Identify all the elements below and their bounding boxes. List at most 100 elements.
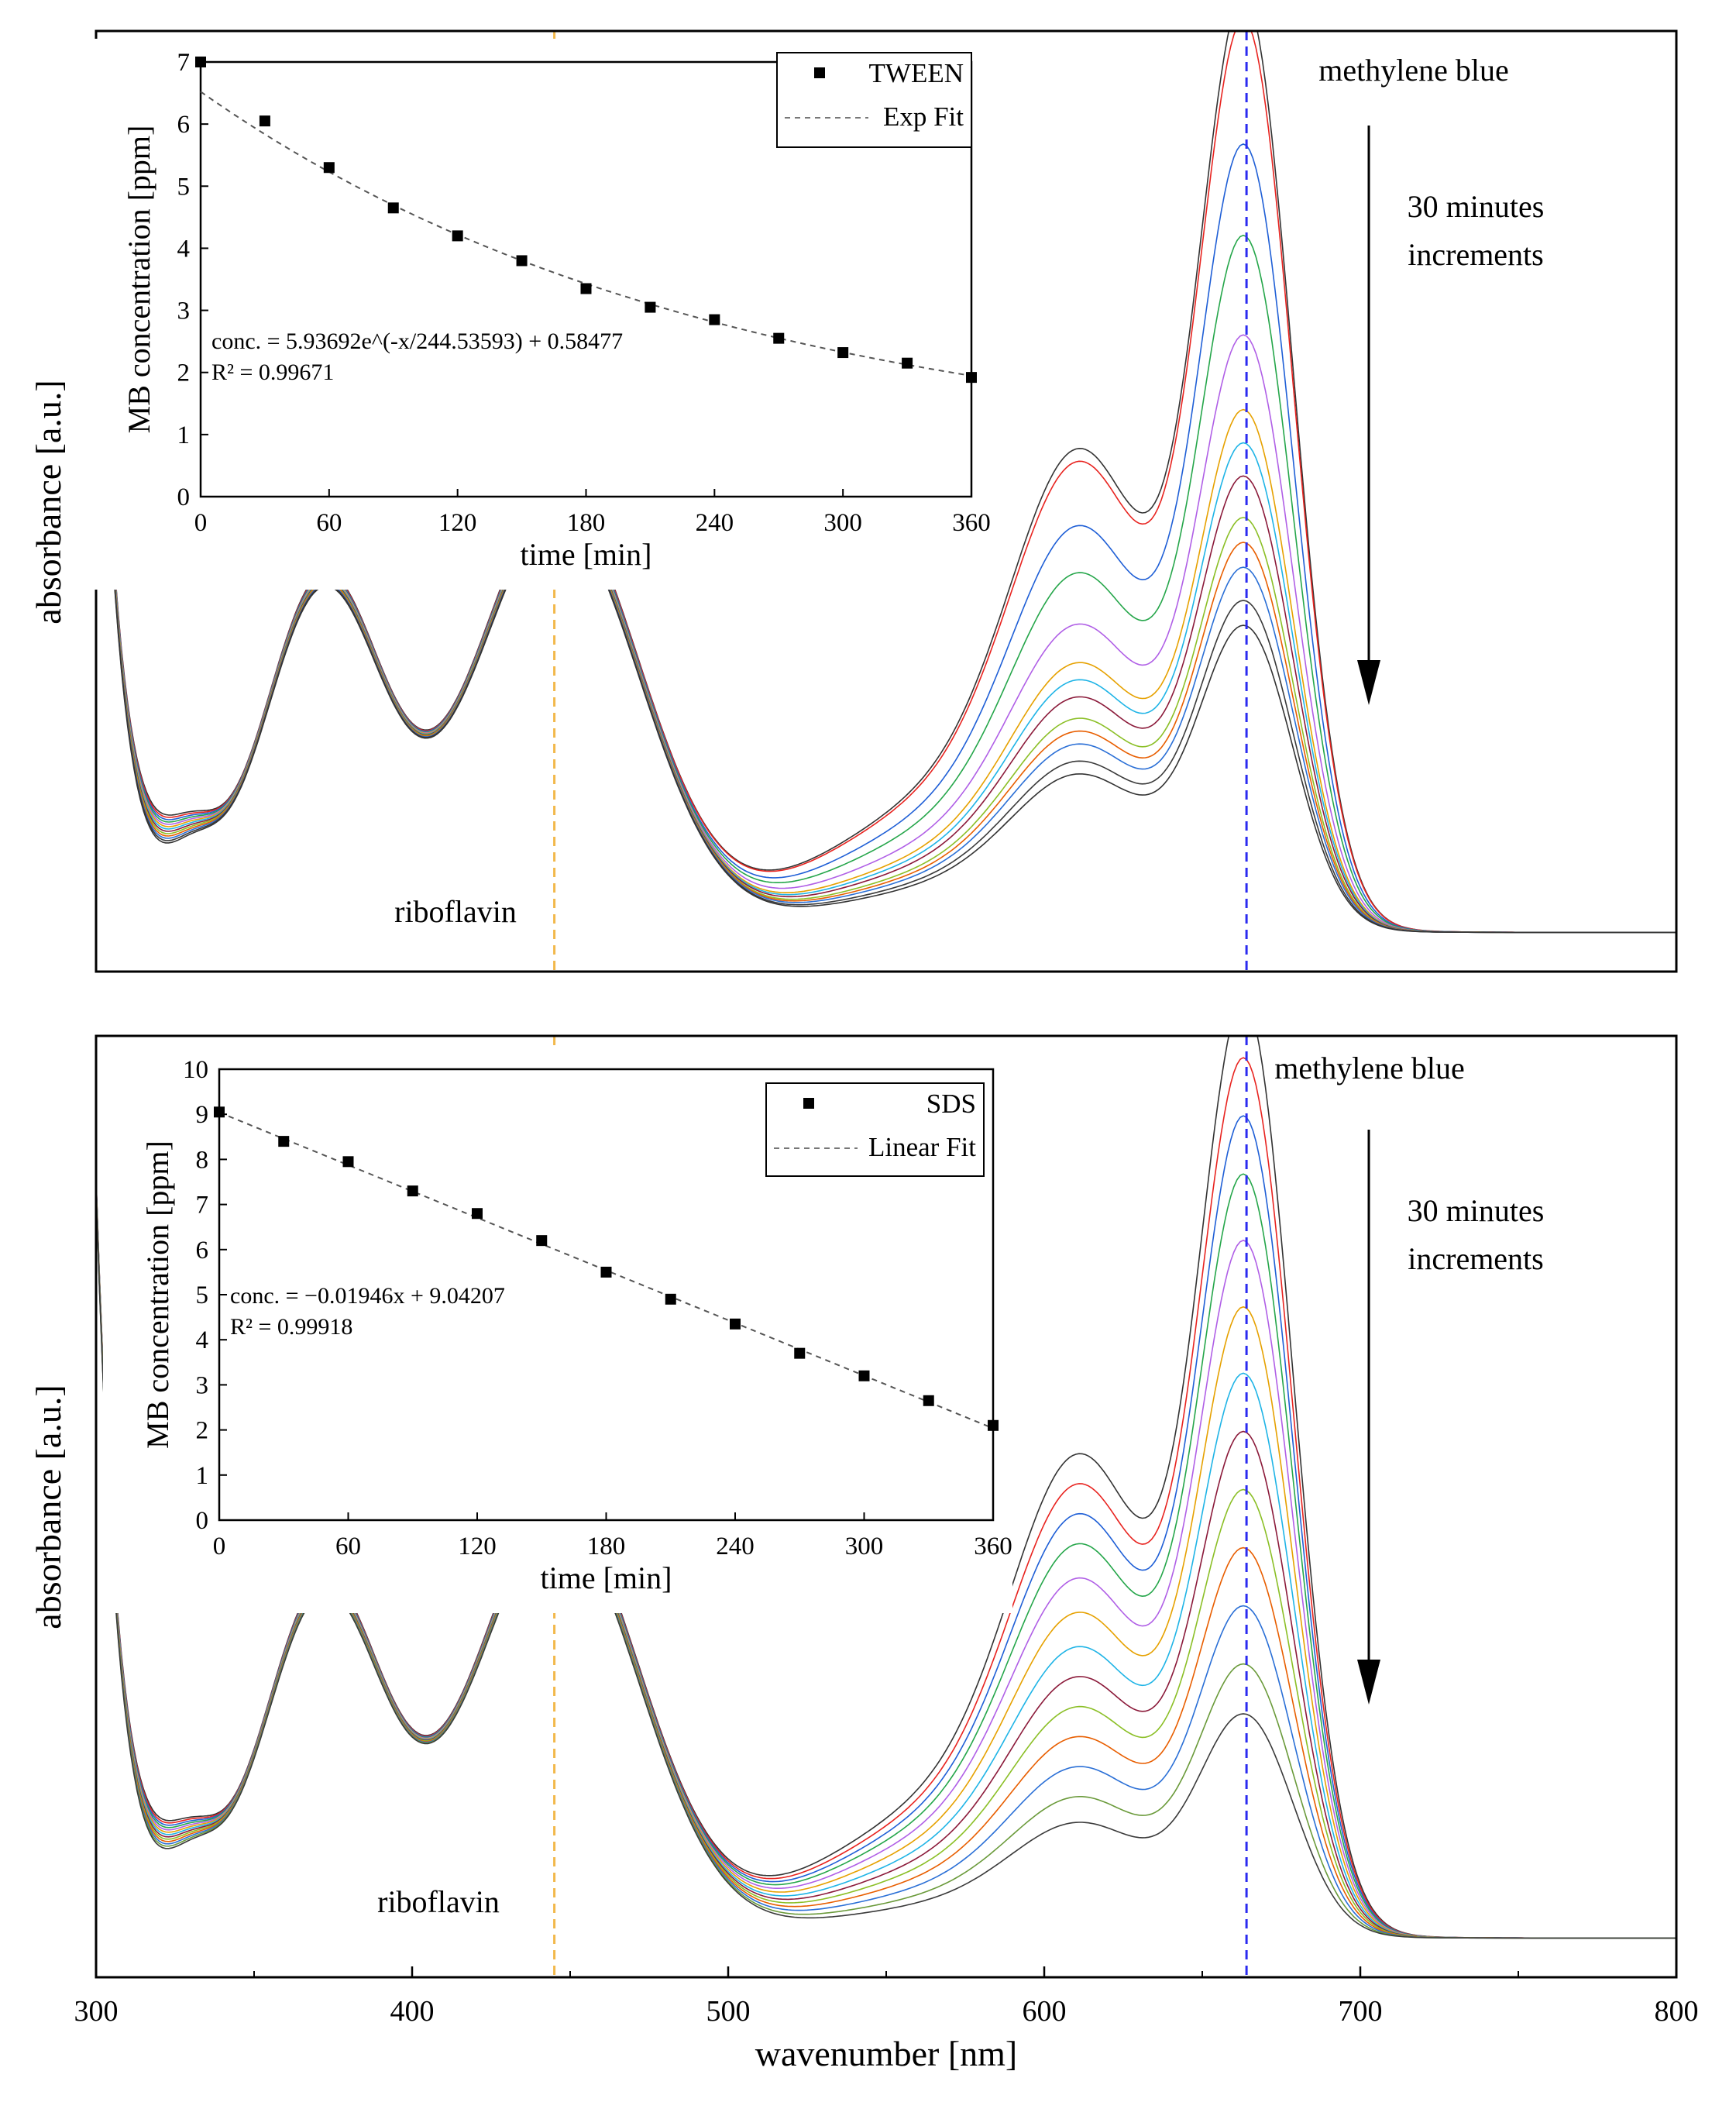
tween-inset-x-tick-label: 180: [567, 509, 606, 537]
sds-inset-legend-box: [765, 1082, 985, 1177]
sds-inset-data-point: [858, 1370, 870, 1381]
bot-series-group: [96, 1036, 1676, 1939]
tween-inset-x-tick-label: 120: [438, 509, 477, 537]
sds-inset-data-point: [472, 1208, 483, 1220]
tween-inset-data-point: [259, 115, 270, 127]
tween-inset-x-tick-label: 60: [316, 509, 342, 537]
top-increments-line2: increments: [1408, 237, 1544, 272]
tween-inset-data-point: [195, 57, 206, 67]
tween-inset-y-tick-label: 2: [177, 360, 191, 387]
sds-inset-panel: 0 60 120 180 240 300 360 0 1 2 3 4 5 6 7 8 9 10 time [min]…: [103, 1046, 1012, 1613]
sds-inset-x-tick-label: 360: [974, 1533, 1012, 1560]
tween-inset-data-point: [452, 230, 463, 242]
sds-inset-x-tick-label: 60: [335, 1533, 361, 1560]
tween-inset-r2: R² = 0.99671: [211, 360, 334, 385]
sds-inset-y-tick-label: 2: [196, 1417, 209, 1445]
sds-inset-x-tick-label: 240: [716, 1533, 755, 1560]
x-tick-label: 400: [390, 1995, 435, 2028]
tween-inset-data-point: [323, 162, 335, 174]
sds-inset-data-point: [536, 1235, 548, 1247]
sds-inset-equation: conc. = −0.01946x + 9.04207: [230, 1283, 505, 1309]
bot-series-13: [96, 1190, 1676, 1939]
tween-inset-data-point: [966, 372, 977, 384]
sds-inset-y-tick-label: 7: [196, 1192, 209, 1220]
x-tick-label: 600: [1023, 1995, 1067, 2028]
tween-inset-x-tick-label: 240: [696, 509, 734, 537]
tween-inset-data-point: [580, 283, 592, 294]
tween-inset-x-tick-label: 360: [952, 509, 991, 537]
top-series-group: [96, 31, 1676, 934]
sds-inset-data-point: [407, 1185, 418, 1197]
tween-inset-y-tick-label: 7: [177, 49, 191, 77]
sds-inset-legend-marker: [803, 1098, 814, 1109]
sds-inset-data-point: [794, 1347, 806, 1359]
tween-inset-data-point: [837, 347, 849, 359]
sds-inset-x-tick-label: 0: [213, 1533, 226, 1560]
bottom-riboflavin-label: riboflavin: [377, 1884, 500, 1919]
sds-inset-r2: R² = 0.99918: [230, 1314, 352, 1340]
tween-inset-data-point: [516, 255, 528, 267]
sds-inset-x-tick-label: 180: [587, 1533, 626, 1560]
top-increments-line1: 30 minutes: [1408, 189, 1545, 224]
sds-inset-legend: SDS Linear Fit: [765, 1082, 985, 1177]
bottom-increments-line2: increments: [1408, 1241, 1544, 1276]
tween-inset-data-point: [773, 332, 785, 344]
tween-inset-y-tick-label: 4: [177, 235, 191, 263]
sds-inset-y-tick-label: 5: [196, 1281, 209, 1309]
sds-inset-data-point: [730, 1318, 741, 1330]
sds-inset-data-point: [278, 1136, 290, 1147]
tween-inset-data-point: [902, 357, 913, 369]
top-series-13: [96, 185, 1676, 934]
shared-x-axis: 300 400 500 600 700 800 wavenumber [nm]: [74, 1966, 1699, 2073]
sds-inset-ylabel: MB concentration [ppm]: [140, 1140, 175, 1449]
sds-inset-y-tick-label: 10: [183, 1056, 208, 1084]
sds-inset-legend-marker-label: SDS: [926, 1089, 976, 1119]
sds-inset-xlabel: time [min]: [541, 1560, 672, 1595]
sds-inset-y-tick-label: 9: [196, 1101, 209, 1129]
bottom-methylene-blue-label: methylene blue: [1274, 1051, 1464, 1085]
x-tick-label: 700: [1339, 1995, 1383, 2028]
sds-inset-y-tick-label: 0: [196, 1507, 209, 1535]
x-tick-label: 300: [74, 1995, 119, 2028]
sds-inset-y-tick-label: 4: [196, 1326, 209, 1354]
sds-inset-y-tick-label: 3: [196, 1371, 209, 1399]
x-axis-label: wavenumber [nm]: [755, 2034, 1018, 2073]
bottom-ylabel: absorbance [a.u.]: [29, 1385, 68, 1629]
tween-inset-y-tick-label: 5: [177, 173, 191, 201]
sds-inset-legend-fit-label: Linear Fit: [868, 1132, 976, 1162]
sds-inset-x-tick-label: 300: [845, 1533, 884, 1560]
tween-inset-legend-box: [776, 52, 972, 148]
top-arrow-head: [1357, 660, 1380, 705]
tween-inset-legend: TWEEN Exp Fit: [776, 52, 972, 148]
tween-inset-data-point: [645, 301, 656, 313]
x-tick-label: 500: [706, 1995, 751, 2028]
tween-inset-panel: 0 60 120 180 240 300 360 0 1 2 3 4 5 6 7 time [min] MB c…: [84, 39, 991, 590]
tween-inset-y-tick-label: 1: [177, 421, 191, 449]
tween-inset-ylabel: MB concentration [ppm]: [122, 126, 156, 434]
tween-inset-y-tick-label: 0: [177, 483, 191, 511]
tween-inset-data-point: [387, 202, 399, 214]
tween-inset-legend-fit-label: Exp Fit: [883, 101, 964, 132]
sds-inset-data-point: [600, 1266, 612, 1278]
tween-inset-legend-marker-label: TWEEN: [869, 58, 964, 88]
bottom-increments-line1: 30 minutes: [1408, 1193, 1545, 1228]
sds-inset-data-point: [214, 1106, 225, 1118]
sds-inset-data-point: [665, 1293, 676, 1305]
bottom-arrow-head: [1357, 1660, 1380, 1705]
sds-inset-y-tick-label: 8: [196, 1146, 209, 1174]
sds-inset-x-tick-label: 120: [458, 1533, 497, 1560]
sds-inset-data-point: [342, 1156, 354, 1168]
sds-inset-y-tick-label: 1: [196, 1462, 209, 1490]
sds-inset-data-point: [923, 1395, 934, 1406]
tween-inset-y-tick-label: 3: [177, 298, 191, 325]
top-methylene-blue-label: methylene blue: [1318, 53, 1508, 88]
tween-inset-x-tick-label: 0: [194, 509, 208, 537]
tween-inset-legend-marker: [814, 67, 825, 78]
top-ylabel: absorbance [a.u.]: [29, 380, 68, 624]
x-tick-label: 800: [1655, 1995, 1699, 2028]
tween-inset-equation: conc. = 5.93692e^(-x/244.53593) + 0.5847…: [211, 329, 623, 354]
tween-inset-x-tick-label: 300: [823, 509, 862, 537]
sds-inset-data-point: [988, 1419, 999, 1431]
tween-inset-xlabel: time [min]: [521, 537, 652, 572]
